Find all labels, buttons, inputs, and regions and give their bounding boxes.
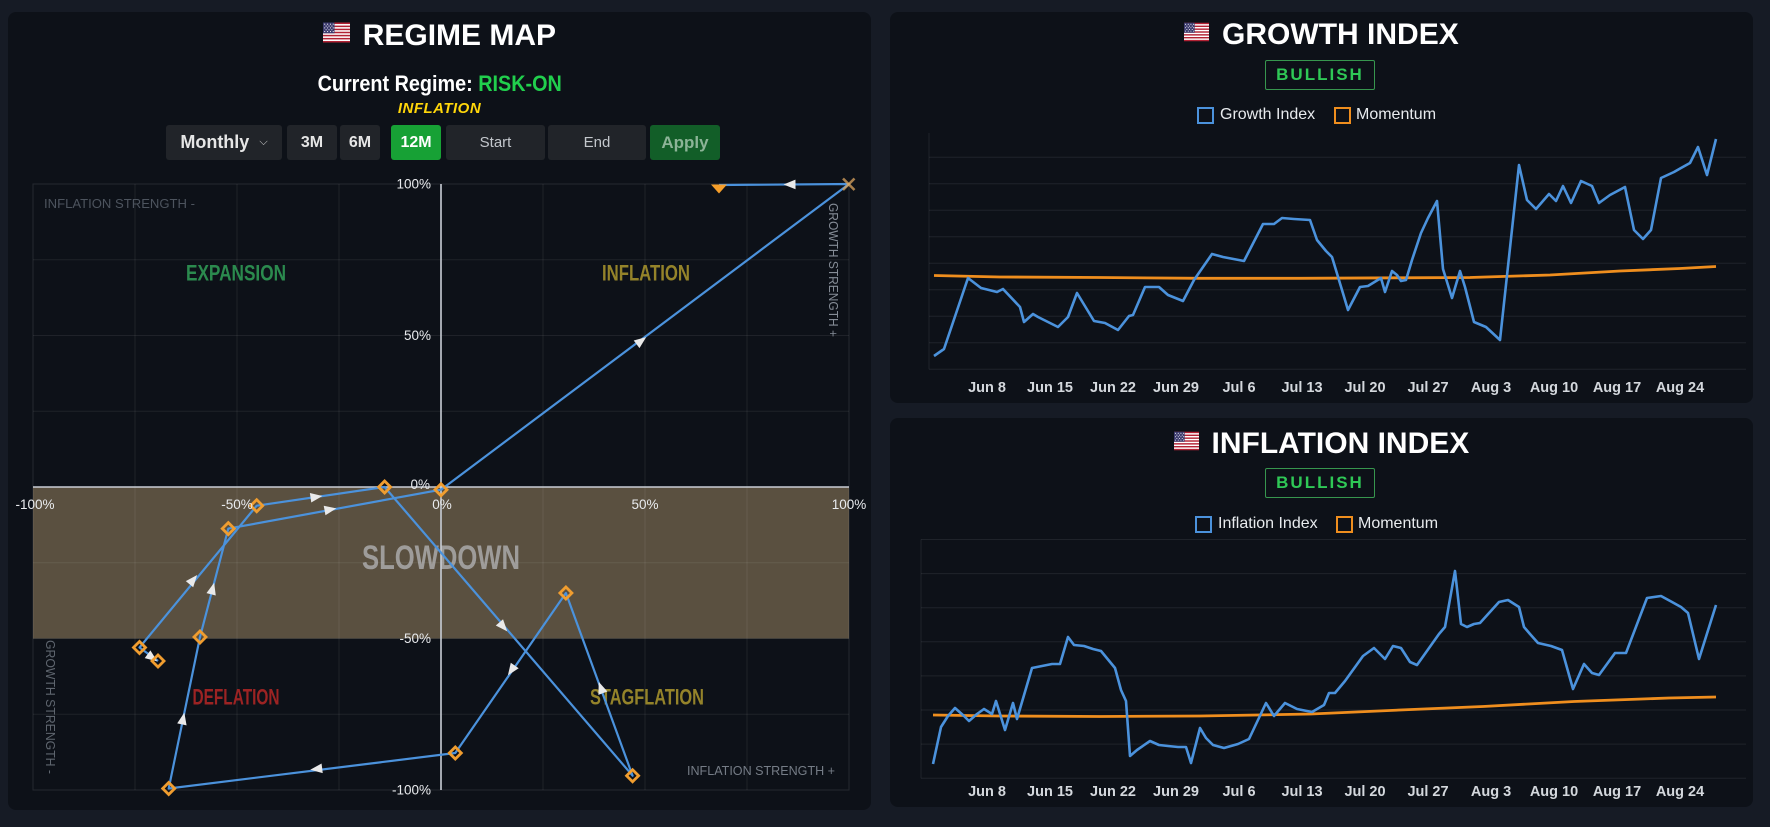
svg-text:Jul 27: Jul 27 [1407,784,1448,800]
svg-text:Aug 3: Aug 3 [1471,784,1511,800]
svg-text:Jun 15: Jun 15 [1027,784,1073,800]
svg-text:Jul 20: Jul 20 [1344,784,1385,800]
svg-text:Aug 24: Aug 24 [1656,380,1704,396]
svg-text:GROWTH STRENGTH -: GROWTH STRENGTH - [43,640,58,774]
svg-text:Aug 24: Aug 24 [1656,784,1704,800]
svg-text:Jul 27: Jul 27 [1407,380,1448,396]
svg-text:50%: 50% [631,497,658,512]
svg-text:GROWTH STRENGTH +: GROWTH STRENGTH + [826,203,841,337]
svg-text:-100%: -100% [15,497,54,512]
svg-text:SLOWDOWN: SLOWDOWN [362,539,520,577]
svg-text:Jun 8: Jun 8 [968,380,1006,396]
svg-text:-50%: -50% [399,631,431,646]
svg-text:Jul 20: Jul 20 [1344,380,1385,396]
svg-text:Jun 22: Jun 22 [1090,380,1136,396]
svg-text:Jul 6: Jul 6 [1222,784,1255,800]
svg-text:Jul 13: Jul 13 [1281,784,1322,800]
svg-text:DEFLATION: DEFLATION [193,685,280,710]
svg-text:-50%: -50% [221,497,253,512]
svg-text:0%: 0% [432,497,452,512]
svg-text:Aug 3: Aug 3 [1471,380,1511,396]
svg-text:Aug 10: Aug 10 [1530,380,1578,396]
svg-text:Aug 10: Aug 10 [1530,784,1578,800]
svg-text:Aug 17: Aug 17 [1593,380,1641,396]
svg-text:INFLATION STRENGTH +: INFLATION STRENGTH + [687,763,835,778]
svg-text:Jun 22: Jun 22 [1090,784,1136,800]
svg-text:100%: 100% [396,177,431,192]
svg-text:STAGFLATION: STAGFLATION [590,685,704,710]
svg-text:Jun 15: Jun 15 [1027,380,1073,396]
svg-text:Jul 6: Jul 6 [1222,380,1255,396]
svg-text:-100%: -100% [392,783,431,798]
svg-text:100%: 100% [832,497,867,512]
svg-text:Jun 8: Jun 8 [968,784,1006,800]
svg-text:Jun 29: Jun 29 [1153,380,1199,396]
svg-text:INFLATION STRENGTH -: INFLATION STRENGTH - [44,196,195,211]
svg-text:50%: 50% [404,328,431,343]
svg-text:0%: 0% [410,477,430,492]
svg-text:EXPANSION: EXPANSION [186,261,286,286]
svg-text:Jul 13: Jul 13 [1281,380,1322,396]
svg-text:Jun 29: Jun 29 [1153,784,1199,800]
svg-text:INFLATION: INFLATION [602,261,690,286]
svg-text:Aug 17: Aug 17 [1593,784,1641,800]
